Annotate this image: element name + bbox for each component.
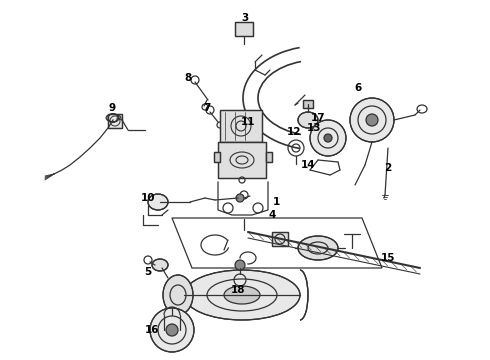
Ellipse shape xyxy=(324,134,332,142)
Bar xyxy=(214,152,220,162)
Bar xyxy=(108,114,122,128)
Bar xyxy=(218,142,266,178)
Text: 4: 4 xyxy=(269,210,276,220)
Text: 7: 7 xyxy=(203,103,211,113)
Ellipse shape xyxy=(298,112,318,128)
Ellipse shape xyxy=(150,308,194,352)
Text: 5: 5 xyxy=(145,267,151,277)
Ellipse shape xyxy=(298,236,338,260)
Bar xyxy=(266,152,272,162)
Text: 17: 17 xyxy=(311,113,325,123)
Bar xyxy=(220,110,262,142)
Text: 10: 10 xyxy=(141,193,155,203)
Ellipse shape xyxy=(235,260,245,270)
Bar xyxy=(272,232,288,246)
Bar xyxy=(220,110,262,142)
Text: 11: 11 xyxy=(241,117,255,127)
Text: 8: 8 xyxy=(184,73,192,83)
Bar xyxy=(266,152,272,162)
Ellipse shape xyxy=(350,98,394,142)
Bar xyxy=(272,232,288,246)
Bar xyxy=(214,152,220,162)
Text: 14: 14 xyxy=(301,160,315,170)
Ellipse shape xyxy=(163,275,193,315)
Bar xyxy=(108,114,122,128)
Text: 1: 1 xyxy=(272,197,280,207)
Bar xyxy=(235,22,253,36)
Ellipse shape xyxy=(236,194,244,202)
Text: 16: 16 xyxy=(145,325,159,335)
Text: 6: 6 xyxy=(354,83,362,93)
Ellipse shape xyxy=(224,286,260,304)
Text: 18: 18 xyxy=(231,285,245,295)
Text: 13: 13 xyxy=(307,123,321,133)
Bar xyxy=(235,22,253,36)
Ellipse shape xyxy=(366,114,378,126)
Ellipse shape xyxy=(148,194,168,210)
Ellipse shape xyxy=(166,324,178,336)
Text: 3: 3 xyxy=(242,13,248,23)
Text: 9: 9 xyxy=(108,103,116,113)
Ellipse shape xyxy=(310,120,346,156)
Ellipse shape xyxy=(184,270,300,320)
Text: 12: 12 xyxy=(287,127,301,137)
Ellipse shape xyxy=(152,259,168,271)
Bar xyxy=(303,100,313,108)
Text: 15: 15 xyxy=(381,253,395,263)
Bar xyxy=(218,142,266,178)
Text: 2: 2 xyxy=(384,163,392,173)
Bar xyxy=(303,100,313,108)
